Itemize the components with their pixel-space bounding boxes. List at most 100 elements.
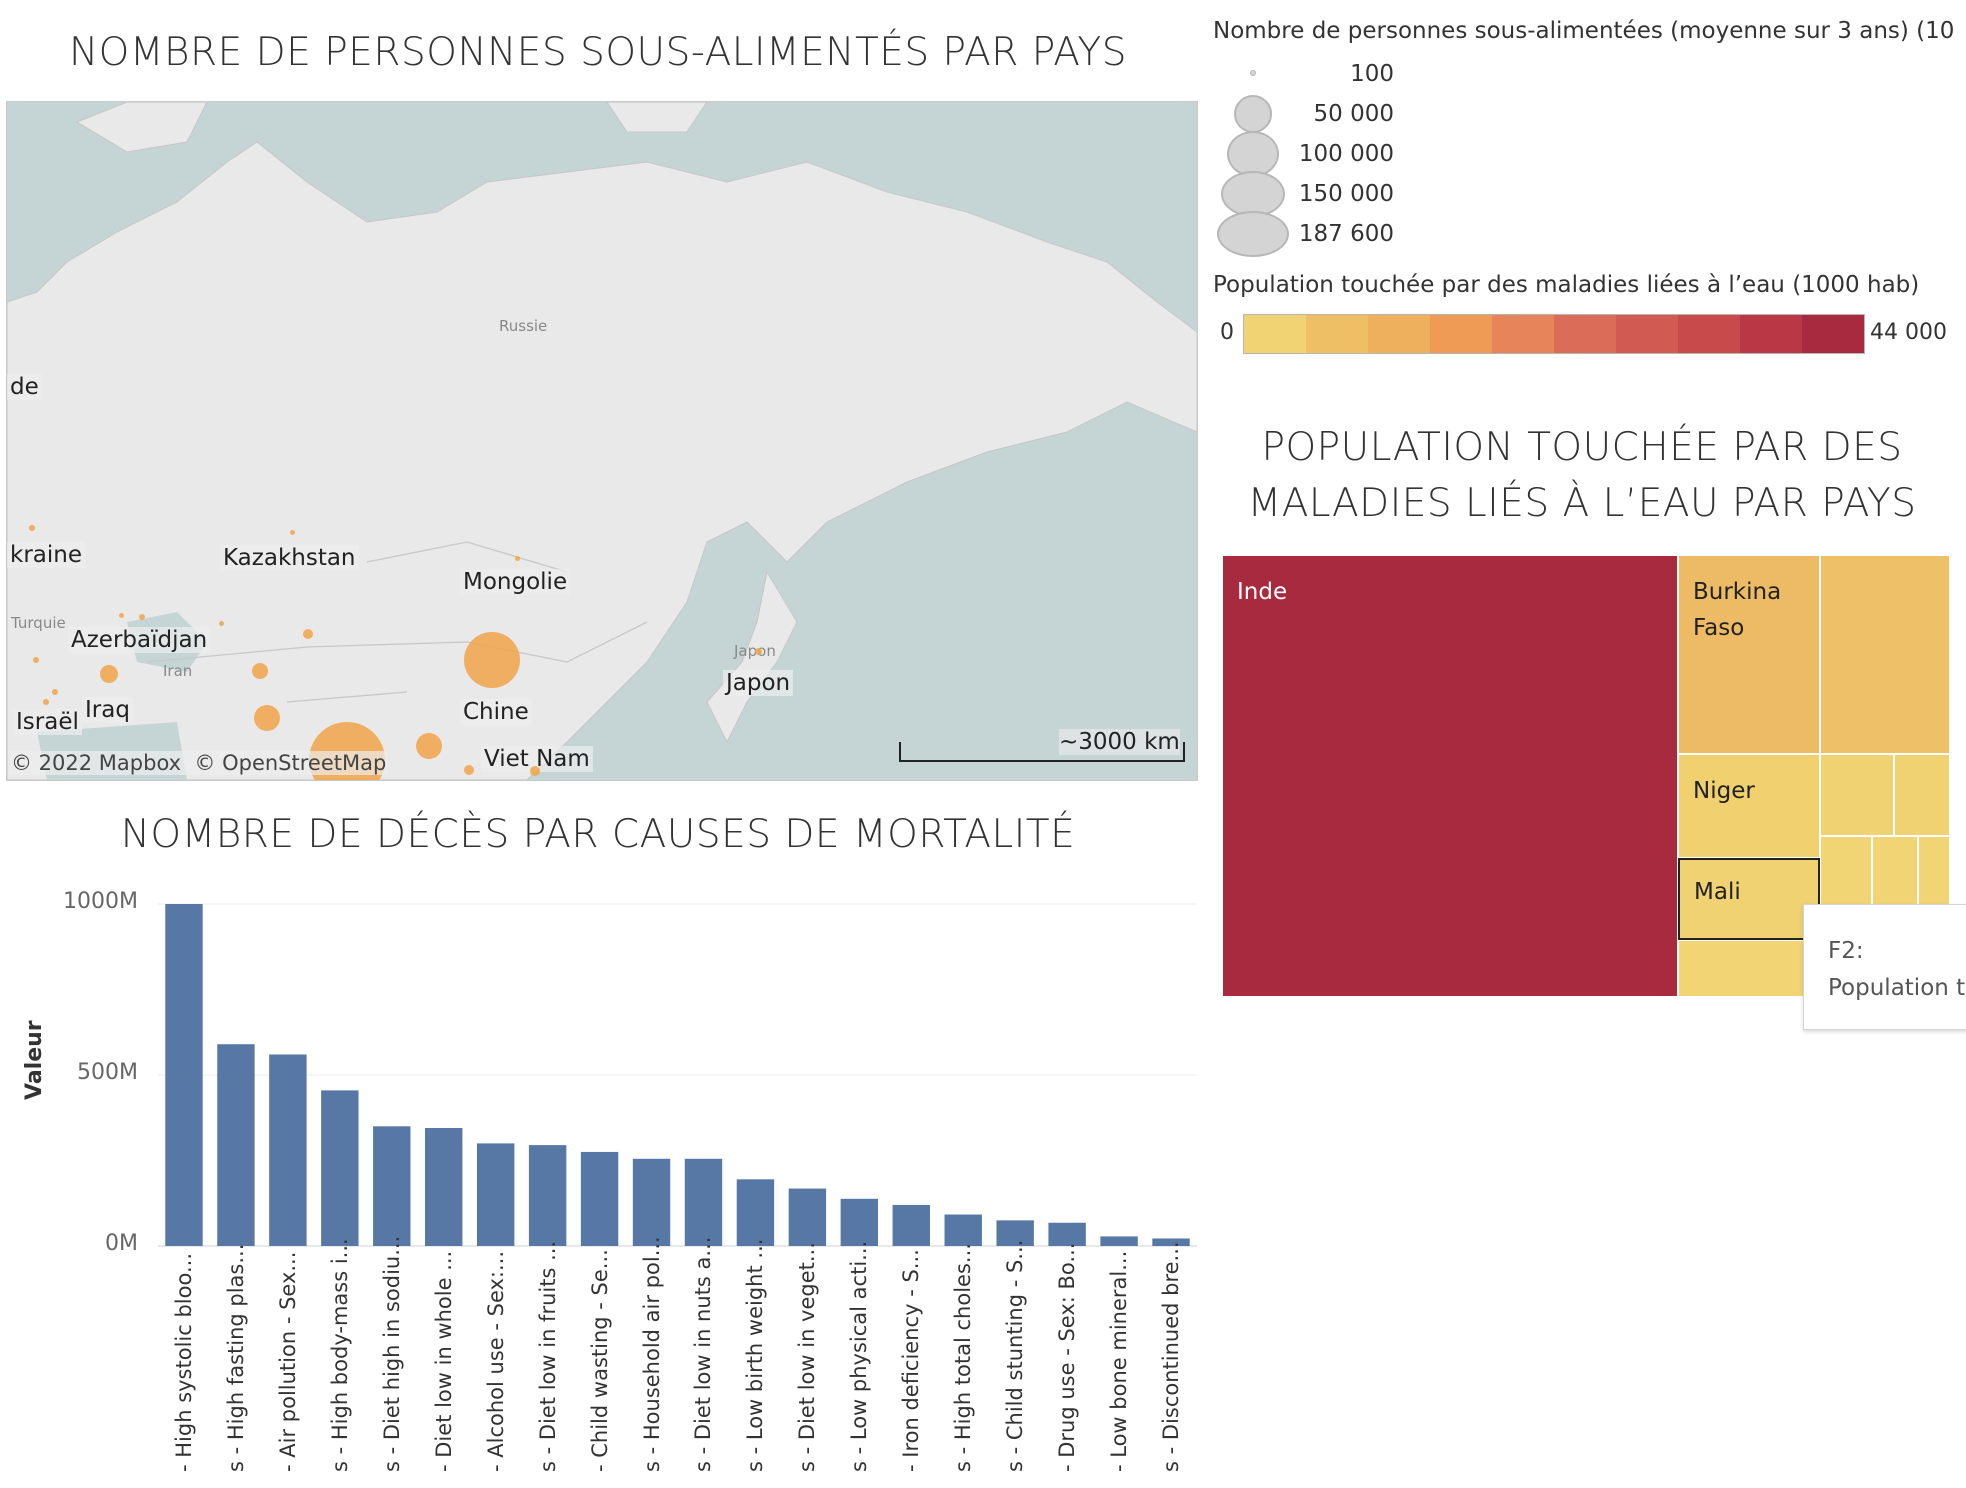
- color-legend-max: 44 000: [1870, 320, 1947, 345]
- bar[interactable]: [1100, 1236, 1138, 1246]
- map-label-japon: Japon: [723, 670, 794, 696]
- treemap-cell-inde[interactable]: Inde: [1222, 555, 1678, 997]
- treemap-cell-burkina-faso[interactable]: Burkina Faso: [1678, 555, 1820, 754]
- size-legend-label: 50 000: [1313, 101, 1394, 127]
- bar-chart-title: NOMBRE DE DÉCÈS PAR CAUSES DE MORTALITÉ: [120, 812, 1076, 857]
- size-legend-title: Nombre de personnes sous-alimentées (moy…: [1213, 18, 1953, 44]
- treemap-title: POPULATION TOUCHÉE PAR DES MALADIES LIÉS…: [1218, 420, 1946, 532]
- y-tick-label: 0M: [105, 1231, 138, 1256]
- treemap-cell[interactable]: [1894, 754, 1950, 836]
- size-legend-label: 100: [1350, 61, 1394, 87]
- tooltip-text: F2: Population t: [1828, 933, 1965, 1007]
- color-legend-swatch: [1616, 315, 1678, 353]
- treemap-label-burkina-line2: Faso: [1693, 615, 1745, 641]
- water-disease-treemap[interactable]: Inde Burkina Faso Niger Mali: [1222, 555, 1950, 997]
- bubble-small[interactable]: [43, 699, 49, 705]
- treemap-cell[interactable]: [1820, 754, 1894, 836]
- color-legend-swatch: [1368, 315, 1430, 353]
- bar[interactable]: [373, 1126, 411, 1246]
- bubble-afghanistan[interactable]: [252, 663, 268, 679]
- map-label-ukraine: kraine: [7, 542, 85, 568]
- bubble-small[interactable]: [119, 613, 124, 618]
- x-tick-label: - Alcohol use - Sex:...: [483, 1250, 508, 1472]
- x-tick-label: s - Discontinued bre...: [1159, 1241, 1184, 1472]
- bar[interactable]: [632, 1158, 671, 1246]
- map-scale-label: ~3000 km: [1059, 729, 1180, 755]
- bubble-iraq[interactable]: [100, 665, 118, 683]
- bubble-small[interactable]: [303, 629, 313, 639]
- treemap-cell-mali[interactable]: Mali: [1678, 858, 1820, 940]
- bar[interactable]: [944, 1214, 982, 1246]
- x-tick-label: - Iron deficiency - S...: [899, 1249, 924, 1472]
- tooltip-line1: F2:: [1828, 938, 1864, 964]
- map-label-israel: Israël: [13, 709, 82, 735]
- treemap-label-mali: Mali: [1694, 879, 1741, 905]
- size-legend-item: 100 000: [1214, 131, 1394, 177]
- size-legend-label: 150 000: [1298, 181, 1394, 207]
- treemap-cell[interactable]: [1820, 555, 1950, 754]
- bubble-small[interactable]: [139, 614, 145, 620]
- treemap-title-line1: POPULATION TOUCHÉE PAR DES: [1261, 425, 1903, 470]
- bubble-small[interactable]: [515, 556, 520, 561]
- x-tick-label: s - High body-mass i...: [327, 1238, 352, 1472]
- bar[interactable]: [788, 1188, 827, 1246]
- x-tick-label: s - High fasting plas...: [223, 1243, 248, 1472]
- bar[interactable]: [528, 1145, 567, 1246]
- bar[interactable]: [840, 1198, 879, 1246]
- map-title: NOMBRE DE PERSONNES SOUS-ALIMENTÉS PAR P…: [68, 30, 1128, 75]
- bubble-myanmar[interactable]: [416, 733, 442, 759]
- bubble-small[interactable]: [530, 766, 540, 776]
- undernourished-map[interactable]: Russie kraine de Kazakhstan Mongolie Tur…: [6, 101, 1198, 781]
- treemap-cell-niger[interactable]: Niger: [1678, 754, 1820, 858]
- bubble-small[interactable]: [52, 689, 58, 695]
- bar[interactable]: [217, 1044, 255, 1246]
- color-legend-swatch: [1740, 315, 1802, 353]
- bar[interactable]: [996, 1220, 1034, 1246]
- bar[interactable]: [269, 1054, 307, 1246]
- map-attribution[interactable]: © 2022 Mapbox © OpenStreetMap: [9, 751, 389, 775]
- color-legend-swatch: [1802, 315, 1864, 353]
- x-tick-label: - Diet low in whole ...: [431, 1250, 456, 1472]
- bubble-chine[interactable]: [464, 632, 520, 688]
- bar[interactable]: [1152, 1238, 1190, 1246]
- x-tick-label: s - Diet high in sodiu...: [379, 1235, 404, 1472]
- y-tick-label: 500M: [77, 1060, 138, 1085]
- x-tick-label: - Low bone mineral...: [1107, 1250, 1132, 1472]
- bar[interactable]: [425, 1128, 463, 1246]
- x-tick-label: s - High total choles...: [951, 1243, 976, 1472]
- size-legend-item: 100: [1214, 55, 1394, 95]
- map-label-iraq: Iraq: [82, 697, 133, 723]
- bubble-pakistan[interactable]: [254, 705, 280, 731]
- bar[interactable]: [321, 1090, 359, 1246]
- treemap-title-line2: MALADIES LIÉS À L’EAU PAR PAYS: [1247, 481, 1917, 526]
- bar[interactable]: [892, 1204, 930, 1246]
- bubble-small[interactable]: [290, 530, 295, 535]
- bubble-vietnam[interactable]: [464, 765, 474, 775]
- bubble-small[interactable]: [219, 621, 224, 626]
- size-circle-icon: [1221, 171, 1285, 217]
- color-legend-min: 0: [1220, 320, 1234, 345]
- size-circle-icon: [1250, 70, 1256, 76]
- color-legend-title: Population touchée par des maladies liée…: [1213, 272, 1920, 298]
- x-tick-label: - Drug use - Sex: Bo...: [1055, 1242, 1080, 1472]
- bubble-small[interactable]: [29, 525, 35, 531]
- bubble-japon[interactable]: [755, 648, 762, 655]
- map-label-russie: Russie: [499, 317, 548, 335]
- treemap-label-burkina-faso: Burkina Faso: [1693, 574, 1781, 646]
- bubble-small[interactable]: [33, 657, 39, 663]
- size-legend-item: 187 600: [1214, 211, 1394, 257]
- treemap-label-burkina-line1: Burkina: [1693, 579, 1782, 605]
- color-legend-swatch: [1492, 315, 1554, 353]
- bar[interactable]: [476, 1143, 515, 1246]
- bar[interactable]: [580, 1151, 619, 1246]
- size-circle-icon: [1217, 211, 1289, 257]
- bar[interactable]: [736, 1179, 775, 1246]
- bar[interactable]: [1048, 1222, 1086, 1246]
- bar[interactable]: [684, 1158, 723, 1246]
- map-label-vietnam: Viet Nam: [481, 746, 593, 772]
- bar[interactable]: [165, 904, 203, 1246]
- treemap-label-inde: Inde: [1237, 579, 1288, 605]
- map-label-chine: Chine: [460, 699, 532, 725]
- map-label-mongolie: Mongolie: [460, 569, 571, 595]
